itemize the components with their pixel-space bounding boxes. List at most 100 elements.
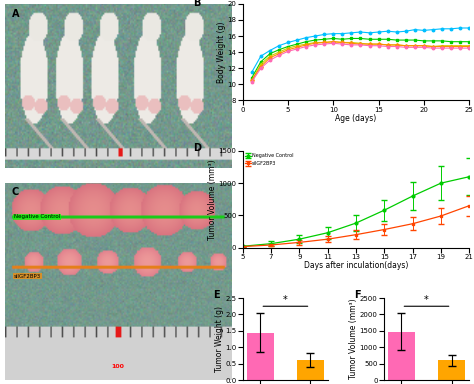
Line: M2: M2 bbox=[250, 37, 471, 79]
M1 bbox=[412, 27, 418, 32]
M2 bbox=[376, 37, 382, 41]
M4 bbox=[367, 42, 373, 46]
M5 bbox=[412, 45, 418, 50]
M2 bbox=[403, 38, 409, 42]
M3 bbox=[439, 43, 445, 48]
M5 bbox=[312, 43, 318, 47]
M3 bbox=[339, 40, 345, 45]
M1 bbox=[249, 70, 255, 74]
M2 bbox=[303, 40, 309, 44]
M2 bbox=[276, 48, 282, 52]
Line: M4: M4 bbox=[250, 40, 471, 81]
M1 bbox=[448, 26, 454, 31]
M5 bbox=[348, 43, 354, 47]
M4 bbox=[303, 43, 309, 47]
M3 bbox=[258, 62, 264, 66]
Bar bbox=[246, 333, 274, 380]
Y-axis label: Tumor Volume (mm³): Tumor Volume (mm³) bbox=[349, 299, 358, 379]
M4 bbox=[285, 48, 291, 52]
M2 bbox=[421, 38, 427, 43]
M1 bbox=[303, 35, 309, 40]
Line: M3: M3 bbox=[250, 40, 471, 81]
Text: E: E bbox=[213, 290, 219, 300]
M1 bbox=[312, 34, 318, 38]
M3 bbox=[276, 50, 282, 55]
M1 bbox=[376, 30, 382, 34]
M4 bbox=[403, 43, 409, 48]
M5 bbox=[294, 46, 300, 51]
Y-axis label: Tumor Weight (g): Tumor Weight (g) bbox=[215, 306, 224, 372]
M3 bbox=[457, 43, 463, 48]
Text: C: C bbox=[11, 187, 19, 197]
Text: A: A bbox=[11, 9, 19, 19]
M5 bbox=[376, 43, 382, 48]
M3 bbox=[285, 46, 291, 50]
M5 bbox=[339, 42, 345, 46]
M2 bbox=[367, 37, 373, 41]
M4 bbox=[321, 40, 327, 45]
M4 bbox=[430, 44, 436, 49]
M3 bbox=[430, 44, 436, 49]
M3 bbox=[249, 78, 255, 83]
M1 bbox=[430, 27, 436, 32]
M5 bbox=[276, 53, 282, 58]
M1 bbox=[330, 31, 336, 36]
Text: siIGF2BP3: siIGF2BP3 bbox=[14, 273, 41, 278]
M5 bbox=[394, 44, 400, 49]
M3 bbox=[294, 43, 300, 48]
M2 bbox=[267, 51, 273, 56]
M1 bbox=[466, 26, 472, 30]
M1 bbox=[348, 30, 354, 35]
M2 bbox=[448, 40, 454, 44]
M3 bbox=[312, 40, 318, 45]
M4 bbox=[448, 44, 454, 49]
Text: F: F bbox=[354, 290, 360, 300]
M5 bbox=[330, 41, 336, 46]
M4 bbox=[394, 43, 400, 47]
M3 bbox=[466, 43, 472, 48]
M4 bbox=[358, 42, 364, 46]
M5 bbox=[358, 43, 364, 47]
M1 bbox=[358, 30, 364, 34]
M3 bbox=[267, 54, 273, 58]
Bar bbox=[388, 331, 415, 380]
M2 bbox=[430, 38, 436, 43]
M4 bbox=[439, 44, 445, 49]
Text: B: B bbox=[193, 0, 200, 8]
M1 bbox=[321, 32, 327, 37]
M5 bbox=[258, 66, 264, 71]
M5 bbox=[457, 46, 463, 50]
M2 bbox=[457, 40, 463, 44]
M2 bbox=[394, 38, 400, 42]
M1 bbox=[339, 31, 345, 36]
Y-axis label: Body Weight (g): Body Weight (g) bbox=[217, 22, 226, 83]
M1 bbox=[403, 29, 409, 33]
M3 bbox=[367, 42, 373, 46]
Legend: Negative Control, siIGF2BP3: Negative Control, siIGF2BP3 bbox=[245, 153, 293, 166]
M3 bbox=[348, 40, 354, 45]
M2 bbox=[466, 40, 472, 44]
M5 bbox=[367, 43, 373, 48]
M3 bbox=[448, 43, 454, 48]
M4 bbox=[258, 65, 264, 69]
M4 bbox=[412, 43, 418, 48]
Text: Negative Control: Negative Control bbox=[14, 214, 60, 219]
M3 bbox=[321, 40, 327, 45]
M4 bbox=[330, 40, 336, 44]
M4 bbox=[276, 51, 282, 56]
M5 bbox=[267, 58, 273, 63]
X-axis label: Days after inculation(days): Days after inculation(days) bbox=[304, 261, 408, 270]
M3 bbox=[376, 42, 382, 46]
M3 bbox=[412, 43, 418, 48]
M4 bbox=[376, 42, 382, 46]
M2 bbox=[285, 44, 291, 49]
Text: 100: 100 bbox=[111, 364, 125, 369]
M5 bbox=[303, 44, 309, 49]
M3 bbox=[394, 43, 400, 47]
Text: *: * bbox=[283, 295, 288, 305]
M1 bbox=[394, 30, 400, 34]
M2 bbox=[439, 38, 445, 43]
M4 bbox=[267, 55, 273, 60]
M1 bbox=[367, 30, 373, 35]
M5 bbox=[466, 46, 472, 50]
